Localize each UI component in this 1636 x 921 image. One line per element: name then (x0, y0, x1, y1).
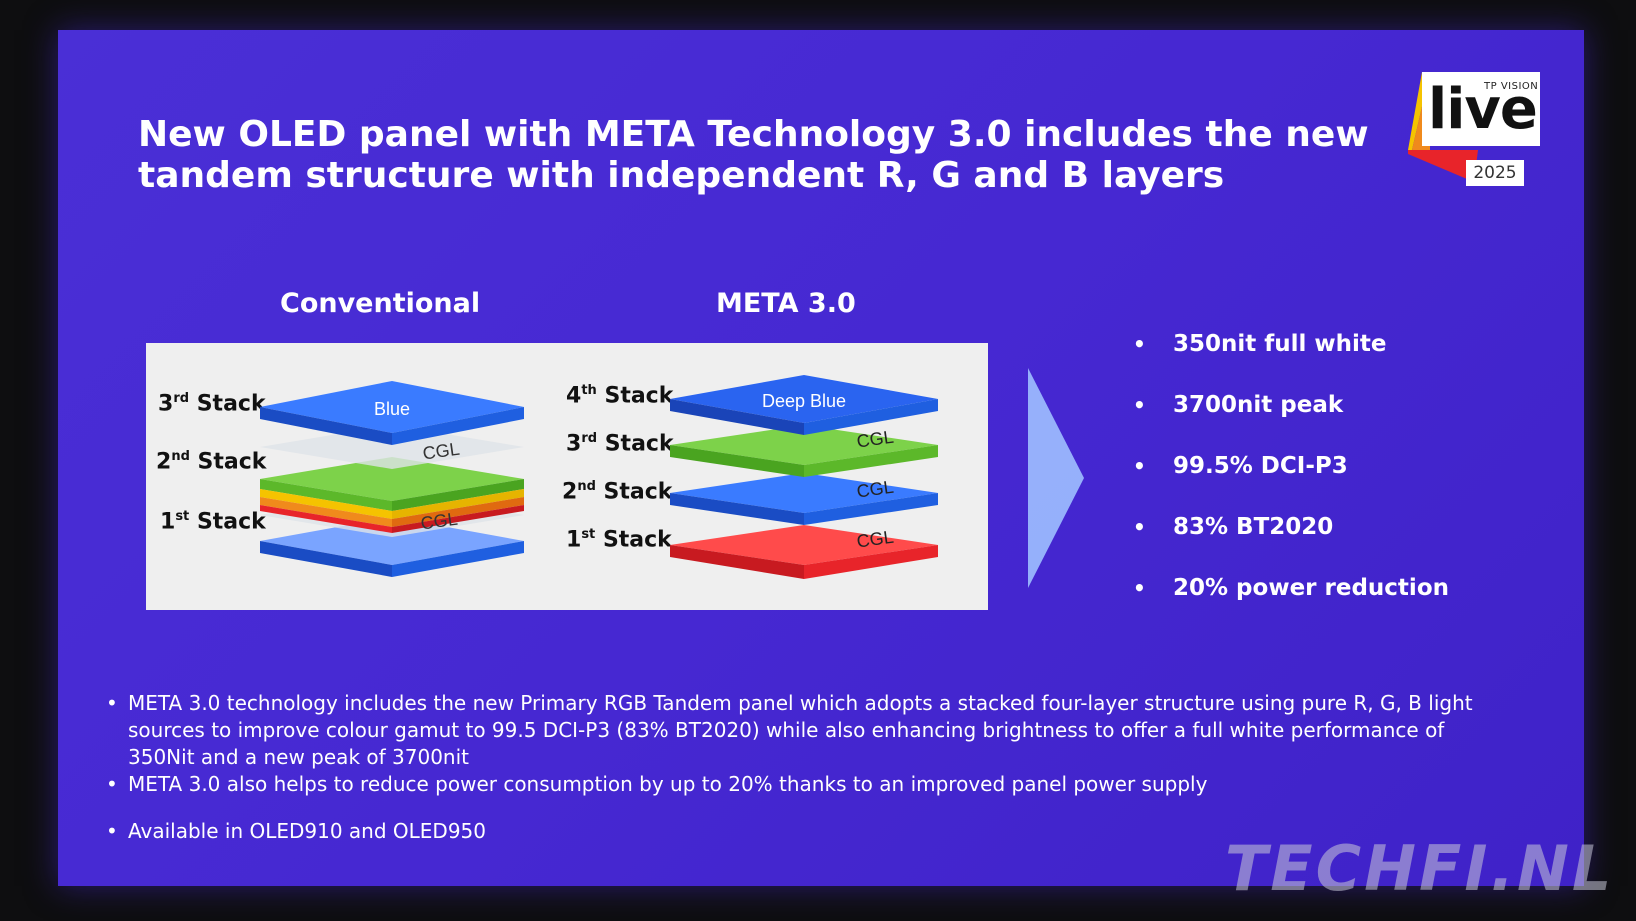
feature-item: 350nit full white (1133, 314, 1449, 375)
feature-item: 3700nit peak (1133, 375, 1449, 436)
feature-list: 350nit full white 3700nit peak 99.5% DCI… (1133, 314, 1449, 619)
note-item: Available in OLED910 and OLED950 (106, 818, 1516, 845)
stack-diagram: 3rd Stack 2nd Stack 1st Stack (146, 343, 988, 610)
meta-stack-label: 3rd Stack (566, 431, 674, 457)
conv-stack-label: 1st Stack (160, 509, 266, 535)
feature-item: 83% BT2020 (1133, 497, 1449, 558)
slide-title: New OLED panel with META Technology 3.0 … (138, 114, 1369, 196)
conv-layers: Blue CGL CGL (260, 381, 524, 577)
heading-conventional: Conventional (280, 288, 481, 319)
feature-item: 20% power reduction (1133, 558, 1449, 619)
feature-item: 99.5% DCI-P3 (1133, 436, 1449, 497)
logo-year: 2025 (1466, 160, 1524, 186)
meta-stack-label: 2nd Stack (562, 479, 673, 505)
logo-brand: TP VISION (1484, 81, 1539, 92)
conv-stack-label: 3rd Stack (158, 391, 266, 417)
meta-layer-name: Deep Blue (762, 391, 846, 411)
logo-box (1422, 72, 1540, 146)
slide: New OLED panel with META Technology 3.0 … (58, 30, 1584, 886)
watermark: TECHFI.NL (1225, 832, 1615, 905)
meta-stack-label: 4th Stack (566, 383, 674, 409)
conv-stack-label: 2nd Stack (156, 449, 267, 475)
notes-list: META 3.0 technology includes the new Pri… (106, 690, 1516, 845)
note-item: META 3.0 also helps to reduce power cons… (106, 771, 1516, 798)
cgl-label: CGL (421, 439, 460, 464)
conv-layer-name: Blue (374, 399, 410, 419)
event-logo: TP VISION live 2025 (1408, 72, 1548, 192)
heading-meta: META 3.0 (716, 288, 856, 319)
meta-stack-label: 1st Stack (566, 527, 672, 553)
meta-layers: Deep Blue CGL CGL CGL (670, 375, 938, 579)
chevron-right-icon (1028, 368, 1084, 588)
logo-name: live (1428, 77, 1538, 142)
note-item: META 3.0 technology includes the new Pri… (106, 690, 1516, 771)
